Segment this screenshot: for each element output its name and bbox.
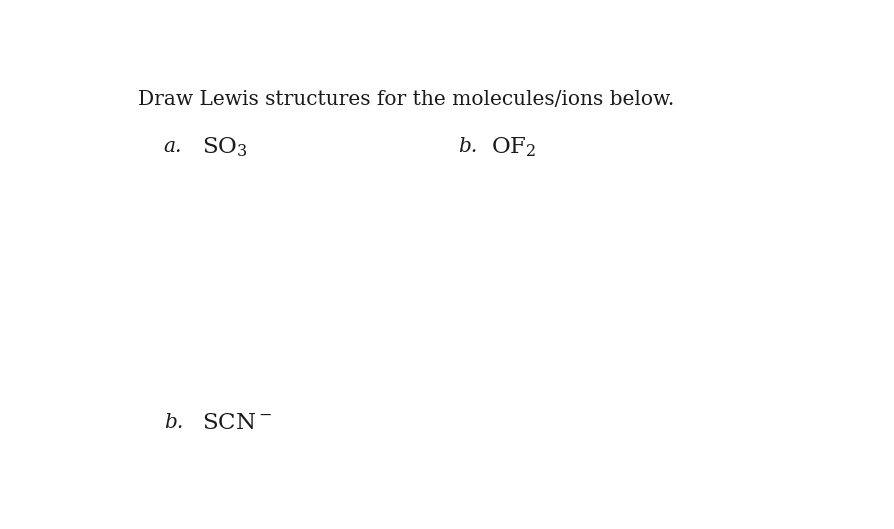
Text: Draw Lewis structures for the molecules/ions below.: Draw Lewis structures for the molecules/…: [138, 90, 674, 109]
Text: b.: b.: [164, 413, 183, 432]
Text: b.: b.: [458, 138, 477, 157]
Text: a.: a.: [164, 138, 182, 157]
Text: $\mathregular{SCN^-}$: $\mathregular{SCN^-}$: [202, 412, 272, 434]
Text: $\mathregular{SO_3}$: $\mathregular{SO_3}$: [202, 135, 248, 159]
Text: $\mathregular{OF_2}$: $\mathregular{OF_2}$: [492, 135, 536, 159]
